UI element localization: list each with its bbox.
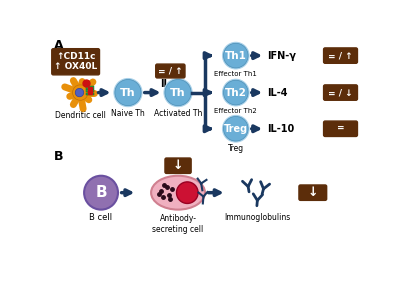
- Circle shape: [222, 115, 250, 143]
- Circle shape: [75, 88, 84, 97]
- Text: B: B: [95, 185, 107, 200]
- Circle shape: [72, 85, 88, 100]
- Text: ↑CD11c
↑ OX40L: ↑CD11c ↑ OX40L: [54, 52, 97, 72]
- Text: Effector Th2: Effector Th2: [214, 108, 257, 114]
- Circle shape: [222, 42, 250, 69]
- Text: Naive Th: Naive Th: [111, 109, 145, 118]
- Text: Activated Th: Activated Th: [154, 109, 202, 118]
- Text: Effector Th1: Effector Th1: [214, 71, 257, 77]
- Text: Th: Th: [170, 88, 186, 98]
- Text: B cell: B cell: [90, 213, 113, 222]
- Bar: [86, 93, 94, 95]
- FancyBboxPatch shape: [52, 49, 100, 75]
- Text: = / ↑: = / ↑: [328, 51, 353, 60]
- Text: Treg: Treg: [224, 124, 248, 134]
- Bar: [86, 89, 94, 92]
- Text: Th2: Th2: [225, 88, 247, 98]
- Text: Immunoglobulins: Immunoglobulins: [224, 213, 290, 222]
- Text: B: B: [54, 150, 64, 163]
- Circle shape: [115, 79, 141, 106]
- Circle shape: [113, 78, 143, 107]
- FancyBboxPatch shape: [324, 48, 358, 63]
- Text: IL-10: IL-10: [267, 124, 295, 134]
- FancyBboxPatch shape: [324, 85, 358, 100]
- FancyBboxPatch shape: [324, 121, 358, 136]
- Circle shape: [222, 79, 250, 106]
- Text: IL-4: IL-4: [267, 88, 288, 98]
- Text: Th: Th: [120, 88, 136, 98]
- Text: Treg: Treg: [228, 144, 244, 153]
- Ellipse shape: [151, 176, 205, 210]
- Text: Antibody-
secreting cell: Antibody- secreting cell: [152, 214, 204, 234]
- FancyBboxPatch shape: [299, 185, 327, 200]
- FancyBboxPatch shape: [165, 158, 191, 173]
- Circle shape: [165, 79, 191, 106]
- Circle shape: [176, 182, 198, 203]
- Text: A: A: [54, 39, 64, 52]
- Text: Th1: Th1: [225, 51, 247, 61]
- Text: Dendritic cell: Dendritic cell: [55, 111, 106, 120]
- FancyBboxPatch shape: [156, 64, 185, 78]
- Text: ↓: ↓: [308, 186, 318, 199]
- Circle shape: [224, 116, 248, 141]
- Text: =: =: [337, 124, 344, 133]
- Circle shape: [84, 176, 118, 210]
- Text: IL-2: IL-2: [160, 79, 181, 89]
- Text: = / ↓: = / ↓: [328, 88, 353, 97]
- Circle shape: [224, 43, 248, 68]
- Text: = / ↑: = / ↑: [158, 67, 183, 75]
- Text: ↓: ↓: [173, 159, 183, 172]
- Bar: [86, 86, 94, 89]
- Text: IFN-γ: IFN-γ: [267, 51, 296, 61]
- Circle shape: [224, 80, 248, 105]
- Circle shape: [164, 78, 193, 107]
